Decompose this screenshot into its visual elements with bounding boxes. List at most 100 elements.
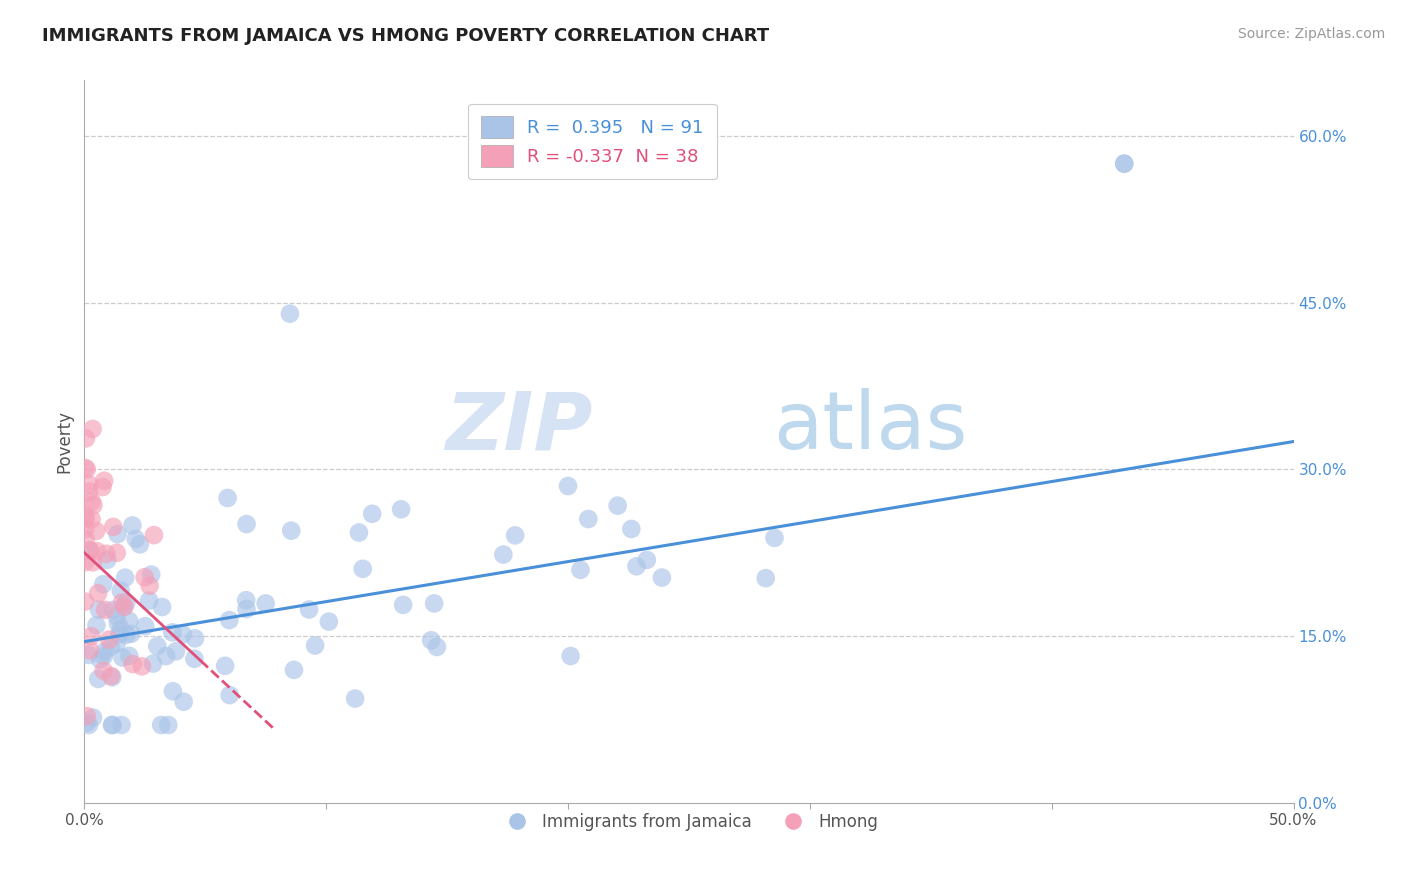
Point (389, 502, 412, 516)
Point (105, 636, 128, 650)
Point (77, 543, 100, 558)
Point (173, 695, 195, 709)
Point (77, 718, 100, 732)
Point (115, 596, 138, 610)
Point (75, 522, 97, 536)
Point (131, 659, 153, 673)
Point (183, 652, 205, 666)
Point (93, 664, 115, 678)
Point (86, 544, 108, 558)
Point (93, 474, 115, 488)
Point (87, 586, 110, 600)
Point (98, 632, 121, 647)
Point (254, 596, 277, 610)
Text: Source: ZipAtlas.com: Source: ZipAtlas.com (1237, 27, 1385, 41)
Point (304, 639, 326, 653)
Point (278, 307, 301, 321)
Point (636, 553, 658, 567)
Point (91, 577, 114, 591)
Point (626, 559, 648, 574)
Point (79, 543, 101, 558)
Text: IMMIGRANTS FROM JAMAICA VS HMONG POVERTY CORRELATION CHART: IMMIGRANTS FROM JAMAICA VS HMONG POVERTY… (42, 27, 769, 45)
Point (235, 593, 257, 607)
Point (165, 644, 187, 658)
Point (101, 670, 124, 684)
Point (111, 650, 134, 665)
Point (235, 517, 257, 532)
Point (138, 579, 160, 593)
Point (217, 491, 239, 505)
Point (235, 602, 257, 616)
Point (93, 648, 115, 663)
Point (651, 571, 673, 585)
Point (80, 629, 103, 643)
Point (146, 639, 169, 653)
Point (503, 528, 526, 542)
Point (76, 462, 98, 476)
Point (77, 648, 100, 662)
Point (218, 613, 240, 627)
Point (94, 603, 117, 617)
Point (111, 595, 134, 609)
Point (426, 640, 449, 654)
Point (118, 614, 141, 628)
Point (162, 625, 184, 640)
Point (162, 684, 184, 698)
Point (100, 640, 122, 654)
Point (155, 649, 177, 664)
Point (606, 499, 628, 513)
Point (76, 709, 98, 723)
Point (134, 619, 156, 633)
Point (172, 627, 194, 641)
Point (157, 718, 180, 732)
Point (103, 603, 125, 617)
Point (569, 563, 592, 577)
Point (423, 596, 446, 610)
Point (82, 710, 104, 724)
Point (114, 571, 136, 585)
Point (128, 537, 150, 551)
Point (105, 546, 128, 560)
Point (101, 718, 124, 732)
Point (352, 562, 374, 576)
Point (184, 632, 207, 646)
Point (121, 657, 143, 671)
Point (361, 507, 384, 521)
Point (392, 598, 415, 612)
Point (115, 628, 138, 642)
Point (76, 715, 98, 730)
Point (755, 571, 778, 585)
Point (91, 480, 114, 494)
Point (108, 627, 131, 641)
Point (87, 672, 110, 686)
Point (283, 663, 305, 677)
Point (87, 602, 110, 616)
Point (101, 718, 124, 732)
Point (1114, 156, 1136, 170)
Point (138, 593, 160, 607)
Point (560, 648, 582, 663)
Point (84, 524, 107, 538)
Point (112, 599, 135, 614)
Point (105, 608, 128, 623)
Legend: Immigrants from Jamaica, Hmong: Immigrants from Jamaica, Hmong (494, 806, 884, 838)
Point (214, 658, 236, 673)
Point (763, 531, 786, 545)
Point (79, 643, 101, 657)
Point (110, 583, 132, 598)
Point (347, 525, 370, 540)
Point (77, 477, 100, 491)
Point (344, 691, 367, 706)
Point (75, 509, 97, 524)
Point (218, 688, 240, 702)
Text: ZIP: ZIP (444, 388, 592, 467)
Point (75, 594, 97, 608)
Point (142, 528, 165, 542)
Point (89, 653, 111, 667)
Point (492, 548, 515, 562)
Text: atlas: atlas (773, 388, 967, 467)
Point (118, 648, 141, 663)
Point (576, 512, 599, 526)
Point (100, 669, 122, 683)
Point (107, 616, 129, 631)
